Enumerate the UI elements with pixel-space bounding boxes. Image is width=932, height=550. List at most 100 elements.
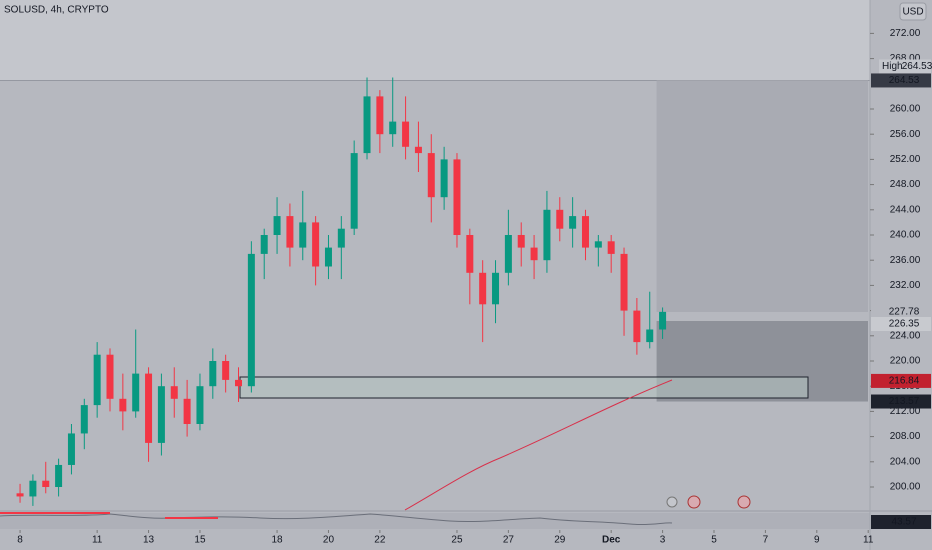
candle-body [132,373,140,412]
symbol-label: SOLUSD, 4h, CRYPTO [4,5,109,16]
rsi-line [0,513,673,526]
y-tick-label: 204.00 [890,456,921,467]
x-tick-label: 13 [143,535,155,546]
candle-body [376,96,384,135]
event-icon[interactable] [687,495,701,509]
currency-label[interactable]: USD [902,7,923,18]
event-icon[interactable] [737,495,751,509]
candle-body [273,216,281,235]
y-tick-label: 236.00 [890,255,921,266]
candle-body [556,209,564,229]
candle-body [402,121,410,147]
candle-body [170,386,178,399]
candle-body [42,480,50,488]
candle-body [492,272,500,305]
y-tick-label: 232.00 [890,280,921,291]
x-tick-label: 20 [323,535,335,546]
price-tag: 226.35 [889,319,920,330]
high-label: High [882,61,903,72]
high-tag: 264.53 [889,75,920,86]
x-tick-label: 18 [272,535,284,546]
candle-body [633,310,641,343]
x-tick-label: 11 [863,535,874,546]
high-label-bg [879,59,931,74]
candle-body [55,464,63,488]
y-tick-label: 244.00 [890,204,921,215]
last-price: 227.78 [889,307,920,318]
candle-body [504,234,512,273]
upper-region [0,0,870,81]
candle-body [106,354,114,399]
y-tick-label: 268.00 [890,53,921,64]
y-tick-label: 208.00 [890,431,921,442]
candle-body [620,253,628,311]
y-tick-label: 200.00 [890,482,921,493]
candle-body [337,228,345,248]
drawings [0,0,870,511]
x-tick-label: 11 [92,535,103,546]
candle-body [427,153,435,198]
candle-body [93,354,101,406]
y-tick-label: 224.00 [890,330,921,341]
y-tick-label: 240.00 [890,230,921,241]
x-tick-label: 25 [451,535,463,546]
candle-body [29,480,37,497]
candle-body [16,493,24,497]
x-tick-label: 29 [554,535,566,546]
x-tick-label: 7 [763,535,769,546]
candle-body [247,253,255,387]
y-tick-label: 212.00 [890,406,921,417]
candle-body [646,329,654,343]
candle-body [414,146,422,154]
price-tag: 216.84 [889,376,920,387]
candle-body [517,234,525,248]
candle-body [453,159,461,235]
price-tag-bg [871,373,931,388]
candle-body [569,216,577,229]
price-tag-bg [871,316,931,331]
candle-body [594,241,602,248]
candle-body [659,311,667,330]
candle-body [350,153,358,229]
moving-average [404,379,673,511]
candle-body [581,216,589,248]
candle-body [67,433,75,465]
rsi-tag: 43.57 [891,517,916,528]
rsi-band [0,513,870,529]
rsi-tag-bg [871,515,931,529]
high-value-label: 264.53 [902,61,932,72]
candle-body [530,247,538,261]
x-tick-label: Dec [602,535,621,546]
candle-body [222,361,230,380]
candle-body [312,222,320,267]
y-tick-label: 256.00 [890,129,921,140]
currency-button[interactable] [899,2,927,21]
rsi-overbought [0,512,218,519]
candle-body [389,121,397,135]
x-tick-label: 22 [374,535,386,546]
candle-body [607,241,615,254]
candle-body [286,216,294,248]
y-tick-label: 248.00 [890,179,921,190]
candle-body [183,398,191,425]
price-tag: 213.57 [889,396,920,407]
position-target [656,80,868,312]
high-tag-bg [871,73,931,88]
candle-body [260,234,268,254]
candle-body [324,247,332,267]
candle-body [80,405,88,434]
candle-body [479,272,487,305]
candle-body [196,386,204,425]
y-tick-label: 272.00 [890,28,921,39]
candle-body [440,159,448,198]
candle-body [145,373,153,443]
candle-body [466,234,474,273]
candle-body [543,209,551,261]
candle-body [363,96,371,154]
x-tick-label: 3 [660,535,666,546]
price-tag-bg [871,394,931,409]
event-icon[interactable] [666,496,678,508]
x-tick-label: 5 [711,535,717,546]
candle-body [157,386,165,443]
